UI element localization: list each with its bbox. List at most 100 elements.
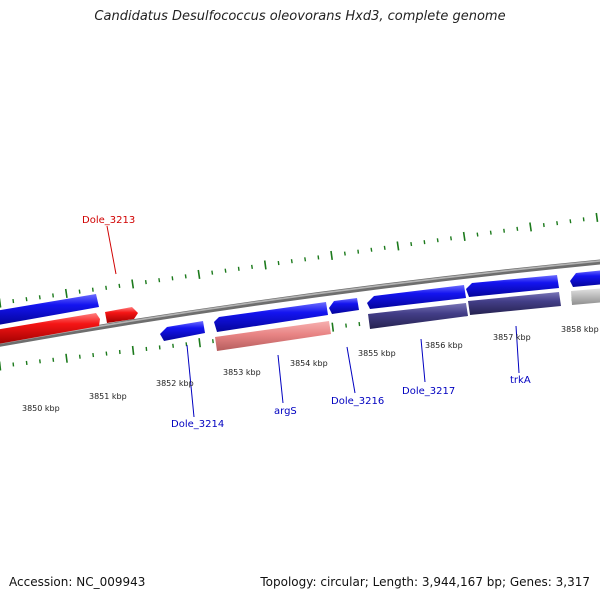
upper-tick-track xyxy=(0,212,599,308)
gene-label-trka[interactable]: trkA xyxy=(510,375,531,386)
major-tick-mark xyxy=(131,345,135,355)
minor-tick-mark xyxy=(105,285,108,290)
gene-arrow[interactable] xyxy=(0,294,99,325)
major-tick-mark xyxy=(0,361,2,371)
label-leader-trka xyxy=(515,325,520,374)
minor-tick-mark xyxy=(211,270,214,275)
minor-tick-mark xyxy=(450,236,452,241)
minor-tick-mark xyxy=(12,299,15,304)
minor-tick-mark xyxy=(476,232,479,237)
gene-arrow[interactable] xyxy=(160,321,205,341)
minor-tick-mark xyxy=(290,259,293,264)
major-tick-mark xyxy=(529,222,532,232)
minor-tick-mark xyxy=(383,245,386,250)
genome-title: Candidatus Desulfococcus oleovorans Hxd3… xyxy=(94,9,506,24)
label-leader-args xyxy=(277,354,284,404)
gene-label-dole-3217[interactable]: Dole_3217 xyxy=(402,386,455,397)
minor-tick-mark xyxy=(436,238,439,243)
kbp-tick-label: 3856 kbp xyxy=(425,341,463,350)
minor-tick-mark xyxy=(118,283,121,289)
major-tick-mark xyxy=(331,322,335,332)
minor-tick-mark xyxy=(489,230,492,235)
accession-text: Accession: NC_009943 xyxy=(9,575,146,589)
minor-tick-mark xyxy=(357,249,360,254)
gene-label-dole-3216[interactable]: Dole_3216 xyxy=(331,396,384,407)
minor-tick-mark xyxy=(542,223,545,228)
kbp-tick-label: 3854 kbp xyxy=(290,359,328,368)
minor-tick-mark xyxy=(503,228,505,233)
gene-arrow[interactable] xyxy=(105,307,138,323)
minor-tick-mark xyxy=(25,297,28,302)
minor-tick-mark xyxy=(144,279,147,285)
genome-summary-text: Topology: circular; Length: 3,944,167 bp… xyxy=(260,575,590,589)
minor-tick-mark xyxy=(516,226,519,231)
minor-tick-mark xyxy=(212,339,214,344)
major-tick-mark xyxy=(64,288,68,299)
major-tick-mark xyxy=(131,279,135,289)
major-tick-mark xyxy=(263,260,267,270)
minor-tick-mark xyxy=(343,251,346,256)
genome-backbone xyxy=(0,259,600,347)
major-tick-mark xyxy=(197,269,201,280)
minor-tick-mark xyxy=(39,359,41,364)
kbp-tick-label: 3857 kbp xyxy=(493,333,531,342)
kbp-tick-label: 3852 kbp xyxy=(156,379,194,388)
minor-tick-mark xyxy=(52,293,54,298)
minor-tick-mark xyxy=(52,357,55,362)
minor-tick-mark xyxy=(304,257,307,262)
gene-arrow[interactable] xyxy=(368,303,468,329)
gene-arrow[interactable] xyxy=(468,292,561,315)
major-tick-mark xyxy=(330,250,333,261)
minor-tick-mark xyxy=(105,351,108,356)
minor-tick-mark xyxy=(317,255,320,260)
kbp-tick-label: 3853 kbp xyxy=(223,368,261,377)
gene-arrow[interactable] xyxy=(367,285,466,309)
minor-tick-mark xyxy=(158,278,161,283)
minor-tick-mark xyxy=(224,268,227,273)
minor-tick-mark xyxy=(78,289,81,294)
major-tick-mark xyxy=(462,231,466,242)
minor-tick-mark xyxy=(172,343,174,348)
gene-arrow[interactable] xyxy=(215,321,331,351)
minor-tick-mark xyxy=(92,353,95,358)
minor-tick-mark xyxy=(237,266,240,271)
label-leader-dole-3214 xyxy=(186,344,195,418)
gene-arrow[interactable] xyxy=(466,275,559,297)
minor-tick-mark xyxy=(345,323,347,328)
kbp-tick-label: 3850 kbp xyxy=(22,404,60,413)
minor-tick-mark xyxy=(277,261,280,266)
minor-tick-mark xyxy=(38,295,41,300)
minor-tick-mark xyxy=(78,354,81,359)
minor-tick-mark xyxy=(25,360,28,365)
major-tick-mark xyxy=(198,338,201,348)
minor-tick-mark xyxy=(423,240,426,245)
minor-tick-mark xyxy=(91,287,94,292)
minor-tick-mark xyxy=(358,322,361,327)
label-leader-dole-3213 xyxy=(106,225,117,275)
gene-arrow[interactable] xyxy=(329,298,359,314)
gene-label-dole-3214[interactable]: Dole_3214 xyxy=(171,419,224,430)
minor-tick-mark xyxy=(370,247,373,252)
minor-tick-mark xyxy=(410,241,413,247)
major-tick-mark xyxy=(0,298,2,308)
major-tick-mark xyxy=(396,241,400,251)
minor-tick-mark xyxy=(171,276,174,281)
gene-label-args[interactable]: argS xyxy=(274,406,297,417)
kbp-tick-label: 3858 kbp xyxy=(561,325,599,334)
minor-tick-mark xyxy=(556,221,559,226)
gene-arrow[interactable] xyxy=(214,302,328,332)
major-tick-mark xyxy=(595,212,599,223)
kbp-tick-label: 3851 kbp xyxy=(89,392,127,401)
minor-tick-mark xyxy=(184,274,187,279)
gene-arrow[interactable] xyxy=(571,288,600,305)
label-leader-dole-3217 xyxy=(420,338,426,383)
gene-arrow[interactable] xyxy=(0,313,100,344)
gene-label-dole-3213[interactable]: Dole_3213 xyxy=(82,215,135,226)
minor-tick-mark xyxy=(251,264,253,270)
minor-tick-mark xyxy=(582,217,585,222)
minor-tick-mark xyxy=(569,219,572,224)
gene-arrow[interactable] xyxy=(570,270,600,287)
kbp-tick-label: 3855 kbp xyxy=(358,349,396,358)
label-leader-dole-3216 xyxy=(346,346,356,394)
